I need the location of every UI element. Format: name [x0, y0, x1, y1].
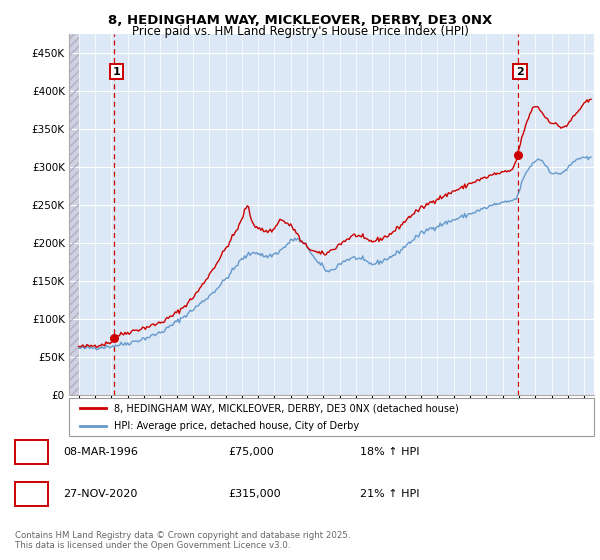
Text: £75,000: £75,000 — [228, 447, 274, 457]
Text: 8, HEDINGHAM WAY, MICKLEOVER, DERBY, DE3 0NX (detached house): 8, HEDINGHAM WAY, MICKLEOVER, DERBY, DE3… — [113, 403, 458, 413]
Text: Contains HM Land Registry data © Crown copyright and database right 2025.
This d: Contains HM Land Registry data © Crown c… — [15, 531, 350, 550]
Bar — [69, 34, 79, 395]
Text: 8, HEDINGHAM WAY, MICKLEOVER, DERBY, DE3 0NX: 8, HEDINGHAM WAY, MICKLEOVER, DERBY, DE3… — [108, 14, 492, 27]
Text: 2: 2 — [28, 487, 35, 501]
Text: 21% ↑ HPI: 21% ↑ HPI — [360, 489, 419, 499]
Text: 08-MAR-1996: 08-MAR-1996 — [63, 447, 138, 457]
Text: 1: 1 — [28, 445, 35, 459]
Text: HPI: Average price, detached house, City of Derby: HPI: Average price, detached house, City… — [113, 421, 359, 431]
Bar — [69, 34, 79, 395]
Text: Price paid vs. HM Land Registry's House Price Index (HPI): Price paid vs. HM Land Registry's House … — [131, 25, 469, 38]
Text: 27-NOV-2020: 27-NOV-2020 — [63, 489, 137, 499]
Text: 1: 1 — [113, 67, 121, 77]
Text: 18% ↑ HPI: 18% ↑ HPI — [360, 447, 419, 457]
Text: 2: 2 — [516, 67, 524, 77]
Text: £315,000: £315,000 — [228, 489, 281, 499]
